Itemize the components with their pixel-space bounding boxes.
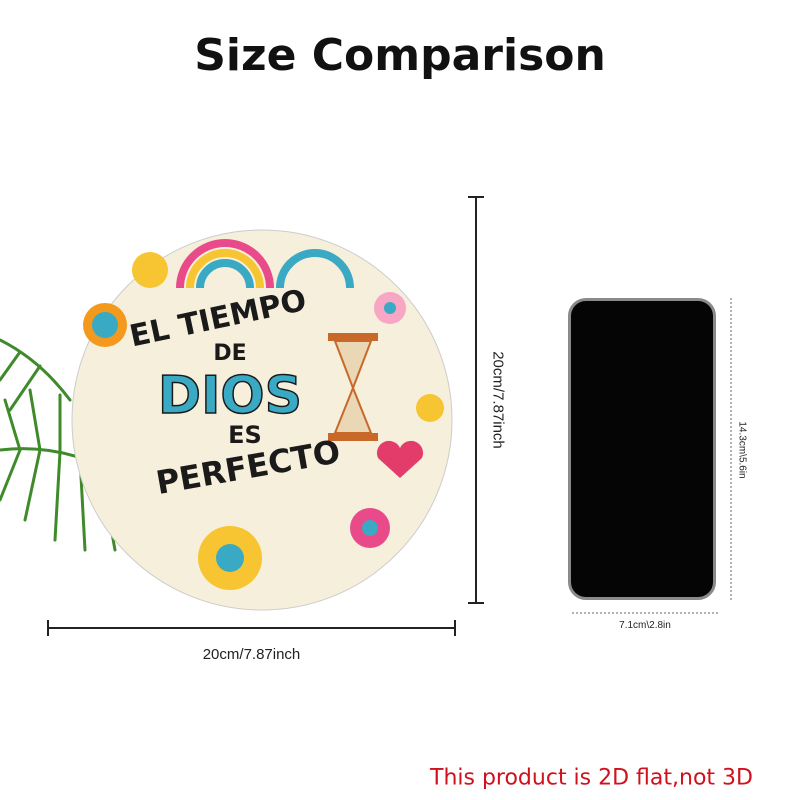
palm-leaf-decoration xyxy=(0,338,162,552)
heart-icon xyxy=(376,440,424,478)
phone-image xyxy=(568,298,716,600)
page-title: Size Comparison xyxy=(194,30,606,81)
product-height-label: 20cm/7.87inch xyxy=(489,351,507,449)
artwork-text-line2: DE xyxy=(213,341,246,366)
phone-height-label: 14.3cm\5.6in xyxy=(736,421,748,479)
flat-product-note: This product is 2D flat,not 3D xyxy=(430,765,753,791)
sun-icon xyxy=(132,252,168,288)
phone-width-label: 7.1cm\2.8in xyxy=(619,620,671,631)
rainbow-icon xyxy=(176,239,274,289)
product-width-label: 20cm/7.87inch xyxy=(202,646,301,663)
artwork-text-dios: DIOS xyxy=(158,366,302,426)
artwork-text-line4: ES xyxy=(228,421,262,449)
round-product-image: EL TIEMPO DE DIOS ES PERFECTO xyxy=(71,229,453,611)
hourglass-icon xyxy=(328,333,378,441)
